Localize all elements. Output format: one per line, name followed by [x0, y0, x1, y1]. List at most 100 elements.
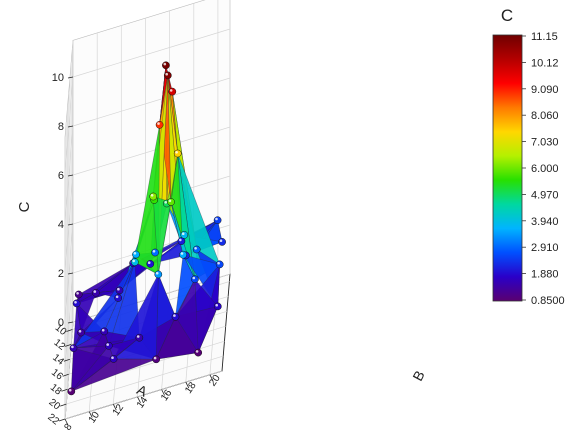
y-tick-mark: [137, 396, 141, 403]
x-tick-label: 18: [48, 382, 64, 398]
data-point-highlight: [74, 301, 77, 304]
x-tick-label: 20: [47, 397, 63, 413]
data-point-marker: [168, 87, 177, 96]
data-point-highlight: [132, 259, 135, 263]
data-point-marker: [67, 387, 76, 396]
data-point-marker: [130, 258, 139, 266]
data-point-highlight: [179, 238, 182, 242]
data-point-highlight: [68, 388, 72, 392]
z-grid-line: [72, 126, 231, 176]
x-tick-mark: [63, 358, 71, 362]
colorbar-tick-label: 1.880: [531, 269, 559, 281]
data-point: [180, 231, 189, 239]
x-tick-mark: [65, 344, 72, 347]
data-point-highlight: [175, 151, 178, 154]
data-point-marker: [179, 250, 187, 259]
z-tick-mark: [67, 125, 74, 128]
data-point: [179, 250, 187, 259]
data-point-highlight: [157, 122, 160, 125]
data-point-marker: [146, 260, 155, 268]
x-grid-line: [66, 355, 224, 405]
data-point-marker: [104, 341, 113, 350]
data-point-highlight: [181, 232, 185, 235]
z-tick-label: 10: [52, 72, 64, 84]
y-tick-mark: [112, 404, 117, 411]
data-point-highlight: [93, 290, 97, 293]
colorbar-ticks: 11.15 10.12 9.090 8.060 7.030 6.000 4.970 3.940…: [522, 31, 565, 307]
surface-facet: [73, 303, 82, 349]
data-point-highlight: [111, 356, 114, 360]
x-tick-mark: [66, 329, 73, 332]
data-point: [77, 328, 85, 337]
data-point: [135, 333, 144, 342]
z-tick-label: 8: [58, 121, 64, 133]
data-point: [171, 312, 180, 321]
data-point: [151, 248, 159, 257]
colorbar-tick-label: 0.8500: [531, 295, 565, 307]
data-point-highlight: [133, 252, 137, 255]
surface-facet: [71, 358, 157, 392]
data-point: [213, 216, 222, 225]
data-point: [67, 387, 76, 396]
colorbar-tick-label: 8.060: [531, 110, 559, 122]
data-point-highlight: [219, 239, 223, 242]
data-point-marker: [135, 333, 144, 342]
surface-facet: [167, 75, 184, 255]
data-point: [146, 260, 155, 268]
colorbar-tick-label: 2.910: [531, 242, 559, 254]
data-point: [154, 270, 163, 279]
data-point: [167, 198, 175, 206]
surface-facet: [113, 274, 159, 360]
data-point-marker: [191, 275, 199, 284]
data-point: [152, 355, 161, 364]
data-point: [191, 275, 199, 284]
data-point-marker: [152, 355, 161, 364]
colorbar-title: C: [501, 6, 513, 25]
y-tick-label: 8: [62, 421, 74, 432]
data-point-highlight: [217, 261, 220, 265]
data-point: [163, 71, 172, 80]
data-point-marker: [218, 238, 226, 246]
colorbar: C 11.15 10.12 9.090 8.060 7.030 6.000 4.970 3.9…: [492, 6, 565, 307]
data-point-highlight: [192, 276, 196, 280]
data-point-marker: [77, 328, 85, 337]
x-grid-line: [64, 370, 223, 420]
data-point-marker: [167, 198, 175, 206]
x-tick-mark: [62, 373, 69, 377]
data-point: [109, 355, 118, 363]
data-point-highlight: [195, 350, 199, 353]
data-point: [213, 302, 222, 311]
surface-facet: [71, 345, 114, 392]
data-point-marker: [109, 355, 118, 363]
data-point: [218, 238, 226, 246]
y-tick-mark: [161, 389, 165, 396]
data-point-highlight: [76, 292, 79, 295]
data-point-marker: [163, 71, 172, 80]
data-point-marker: [171, 312, 180, 321]
data-point-highlight: [164, 201, 167, 204]
x-tick-mark: [61, 388, 68, 392]
data-point: [194, 348, 203, 357]
y-grid-line: [64, 321, 74, 420]
data-point-marker: [162, 61, 170, 70]
colorbar-tick-label: 6.000: [531, 163, 559, 175]
data-point-marker: [149, 192, 158, 201]
data-point-highlight: [152, 250, 156, 253]
x-tick-label: 16: [49, 367, 65, 383]
data-point-highlight: [101, 328, 105, 332]
z-tick-label: 2: [58, 268, 64, 280]
data-point-marker: [194, 348, 203, 357]
z-tick-label: 4: [58, 219, 64, 231]
y-tick-mark: [185, 381, 190, 389]
x-tick-label: 14: [50, 352, 66, 368]
colorbar-gradient: [492, 34, 523, 302]
z-axis-label: C: [16, 201, 33, 212]
data-point: [69, 344, 78, 352]
z-tick-mark: [67, 223, 74, 226]
data-point: [132, 250, 140, 259]
x-tick-mark: [60, 403, 67, 407]
colorbar-tick-label: 9.090: [531, 84, 559, 96]
data-point-marker: [155, 120, 164, 129]
x-tick-label: 22: [45, 412, 61, 428]
